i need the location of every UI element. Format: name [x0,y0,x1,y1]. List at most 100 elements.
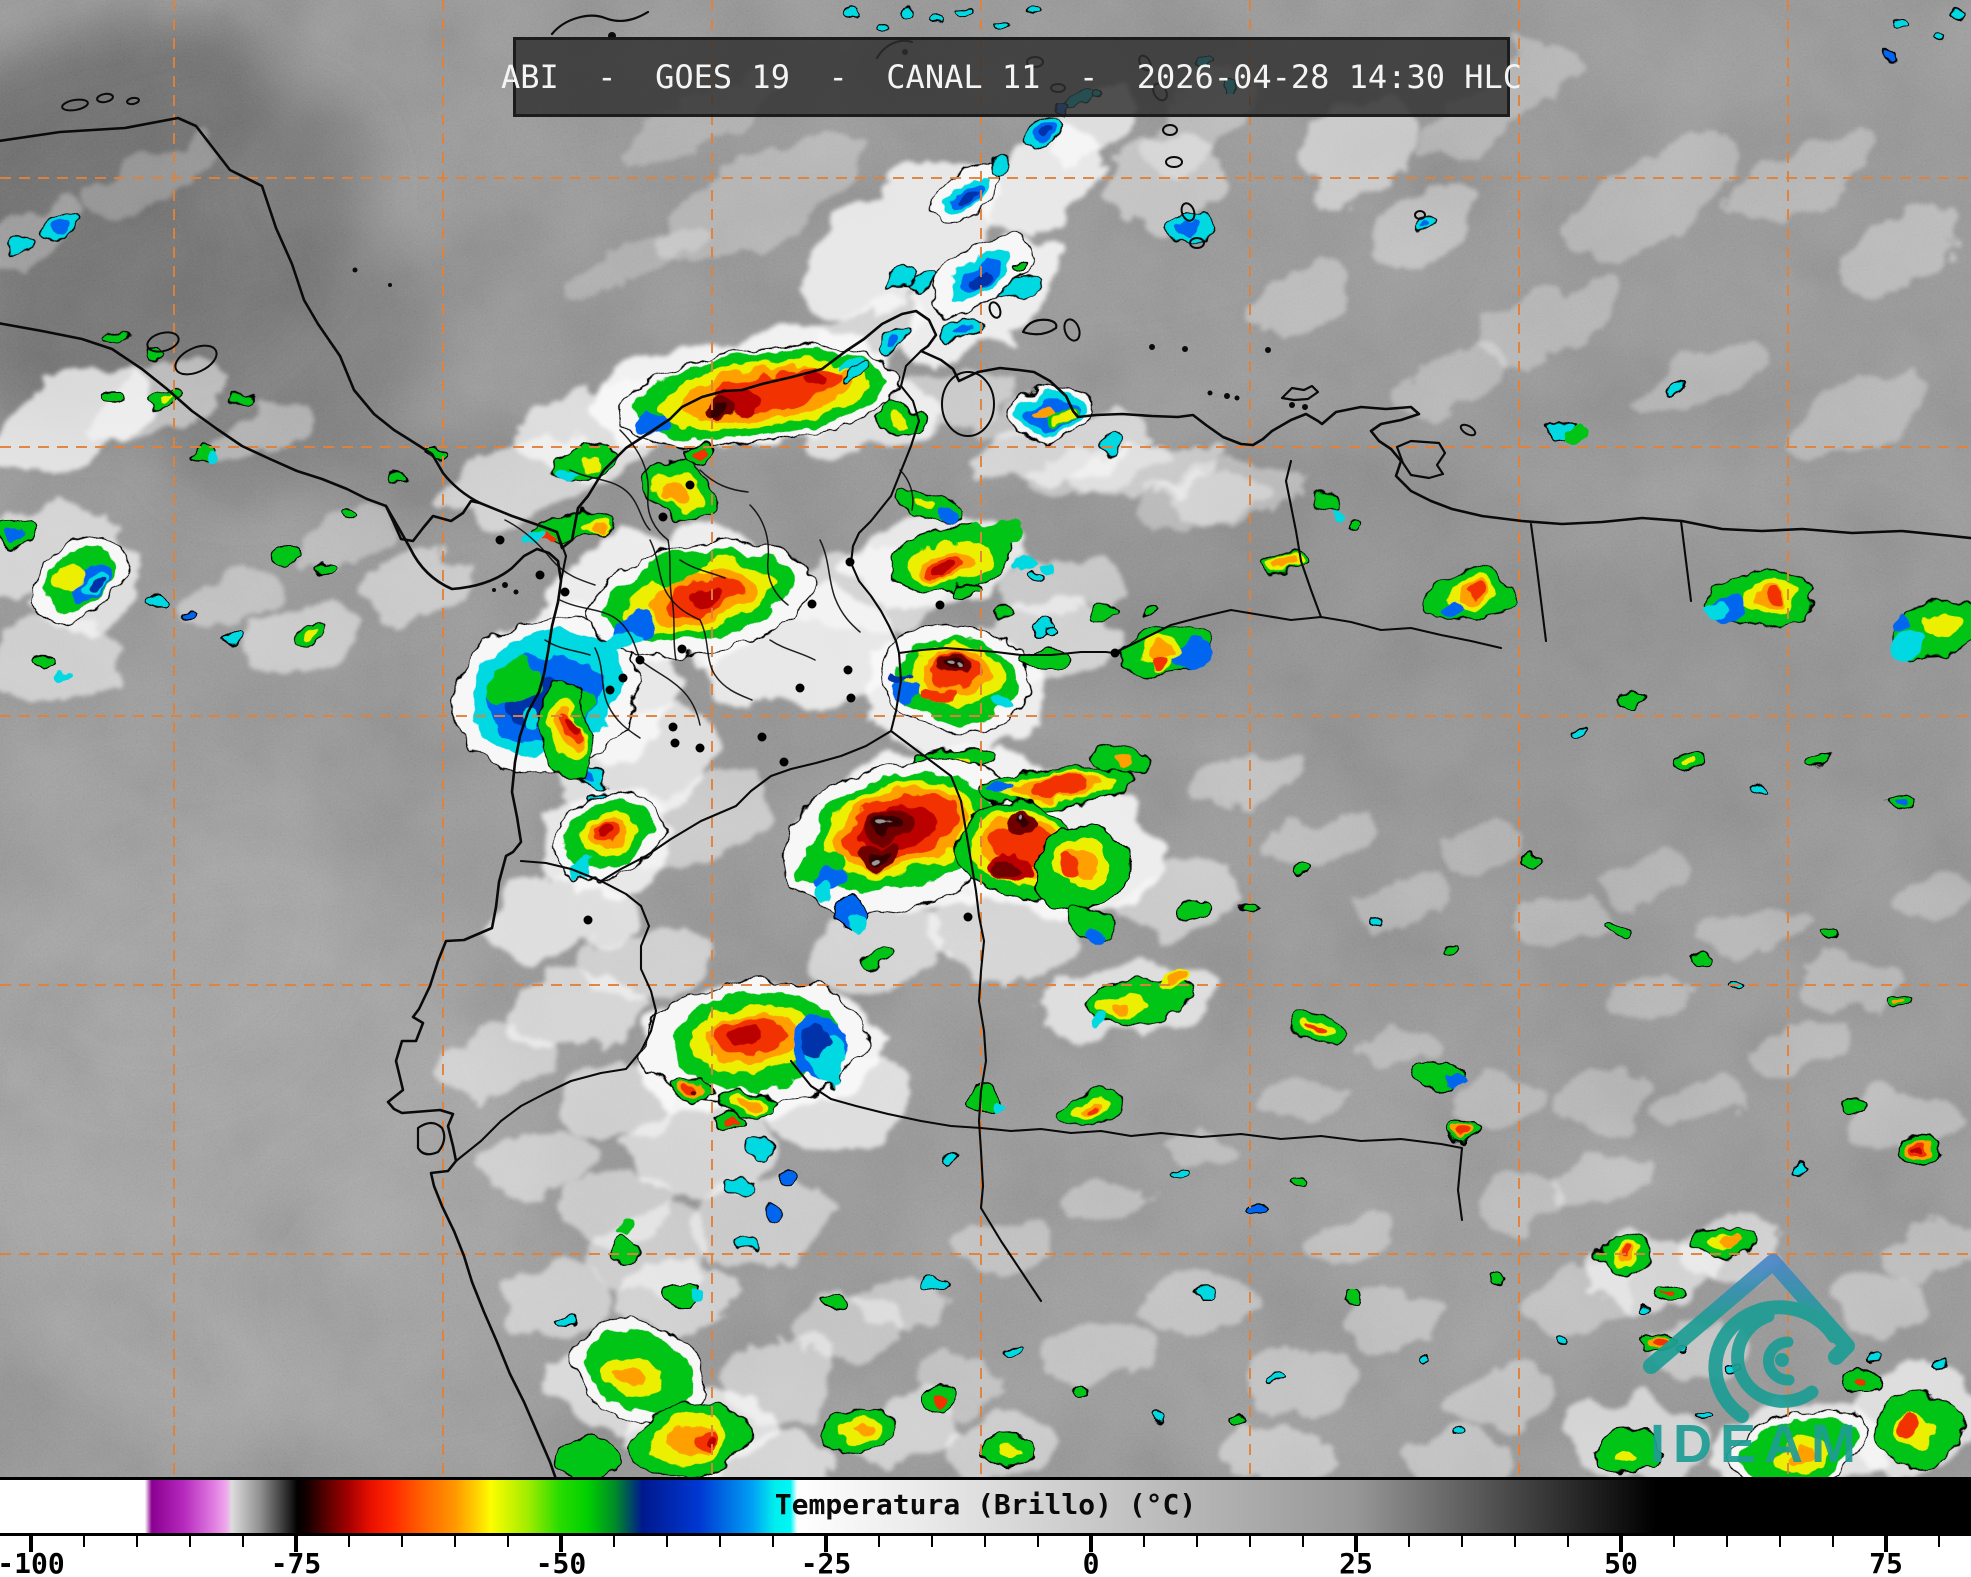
storm-cell [1671,384,1689,396]
island-outline [61,98,89,112]
storm-cell [0,519,34,545]
storm-cell [7,238,33,256]
department-border [569,469,651,531]
storm-cell [178,612,196,624]
colorbar-major-tick [294,1536,298,1552]
storm-cell [1291,1174,1309,1186]
storm-cell [642,978,868,1106]
storm-cell [1887,601,1971,659]
colorbar-title: Temperatura (Brillo) (°C) [774,1488,1197,1521]
storm-cell [1444,1123,1480,1143]
colorbar-tick-label: -25 [800,1547,852,1577]
storm-cell [1897,1135,1943,1165]
storm-cell [1027,569,1049,581]
city-dot [795,683,805,693]
storm-cell [1069,1383,1091,1397]
storm-cell [29,654,70,681]
storm-cell [270,547,300,565]
storm-cell [524,678,592,782]
islet-dot [492,588,496,592]
storm-cell [1026,114,1064,150]
storm-cell [1655,1284,1685,1306]
city-dot [535,570,545,580]
storm-cell [980,1433,1040,1467]
city-dot [845,557,855,567]
city-dot [560,587,570,597]
storm-cell [222,635,242,647]
country-border [789,1059,1464,1222]
city-dot [695,743,705,753]
island-outline [1063,318,1081,342]
islet-dot [1149,344,1155,350]
colorbar-minor-tick [1672,1536,1676,1547]
island-outline [1165,156,1183,168]
storm-cell [713,1112,743,1130]
storm-cell [930,17,946,27]
logo-mountain-icon [1643,1254,1855,1374]
storm-cell [1617,692,1643,708]
storm-cell [1015,263,1029,273]
department-border [699,469,749,493]
storm-cell [1230,1414,1250,1426]
storm-cell [878,624,1032,734]
storm-cell [874,403,926,437]
island-outline [1395,439,1447,480]
storm-cell [571,1318,709,1422]
storm-cell [1841,1367,1885,1393]
islet-dot [502,582,508,588]
colorbar-major-tick [29,1536,33,1552]
storm-cell [735,1238,757,1254]
storm-cell [554,792,666,878]
storm-cell [1607,922,1633,938]
country-border [555,530,568,583]
storm-cell [1927,35,1943,45]
storm-cell [1809,753,1831,767]
islet-dot [1234,395,1240,401]
storm-cell [190,446,223,464]
colorbar-major-tick [824,1536,828,1552]
colorbar-gradient [0,1477,1971,1536]
storm-cell [613,1221,637,1269]
storm-cell [1022,649,1068,671]
colorbar-tick-label: -100 [0,1547,65,1577]
colorbar-major-tick [1884,1536,1888,1552]
city-dot [495,535,505,545]
colorbar-minor-tick [983,1536,987,1547]
storm-cell [1413,1355,1427,1365]
country-border [889,651,1043,1303]
island-outline [1414,210,1426,220]
storm-cell [1024,8,1040,18]
city-markers [495,480,1120,925]
island-outline [126,96,140,106]
storm-cell [907,269,935,293]
colorbar-minor-tick [188,1536,192,1547]
department-border [667,539,677,661]
colorbar-minor-tick [1460,1536,1464,1547]
storm-cell [1164,214,1216,246]
storm-cell [1289,863,1311,877]
storm-cell [1595,1427,1665,1477]
title-text: ABI - GOES 19 - CANAL 11 - 2026-04-28 14… [500,58,1523,96]
storm-cell [1426,566,1514,624]
storm-cell [721,1089,779,1117]
department-border [749,504,789,606]
storm-cell [965,1088,1007,1112]
storm-cell [1114,626,1212,674]
storm-cell [1042,627,1058,637]
storm-cell [341,504,363,518]
colorbar-minor-tick [718,1536,722,1547]
island-outline [1180,202,1196,222]
storm-cell [843,10,861,22]
city-dot [677,644,687,654]
islet-dot [1265,347,1271,353]
country-border [599,729,893,883]
storm-cell [102,387,128,403]
storm-cell [1840,1096,1870,1114]
graticule [0,0,1971,1477]
storm-cell [728,1174,756,1196]
colorbar-minor-tick [1142,1536,1146,1547]
colorbar-minor-tick [1036,1536,1040,1547]
storm-cell [1291,1012,1349,1048]
department-border [899,469,914,511]
colorbar-minor-tick [135,1536,139,1547]
